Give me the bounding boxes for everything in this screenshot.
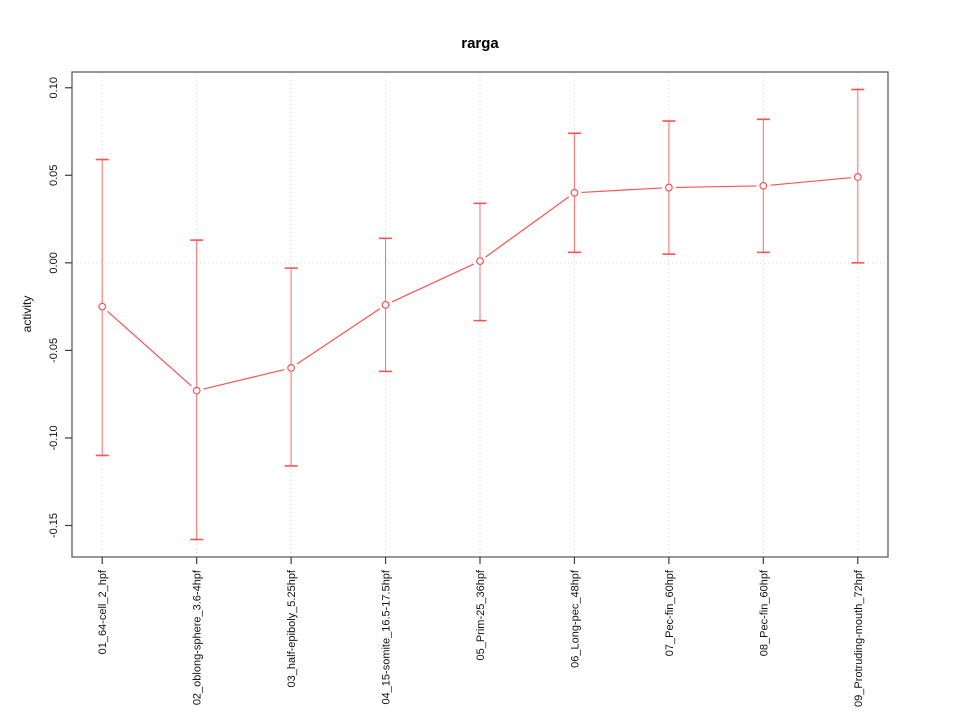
data-point-marker xyxy=(759,181,768,190)
data-point-marker xyxy=(192,386,201,395)
series-line-segment xyxy=(581,187,662,194)
series-line-segment xyxy=(107,310,192,387)
x-tick-label: 07_Pec-fin_60hpf xyxy=(664,569,676,656)
x-tick-label: 01_64-cell_2_hpf xyxy=(97,569,109,654)
y-tick-label: -0.15 xyxy=(48,513,60,538)
y-tick-label: 0.00 xyxy=(48,252,60,273)
data-point-marker xyxy=(476,257,484,265)
chart-title: rarga xyxy=(461,35,499,52)
data-point-marker xyxy=(381,300,390,309)
series-line-segment xyxy=(203,368,285,390)
x-tick-label: 08_Pec-fin_60hpf xyxy=(758,569,770,656)
series-line-segment xyxy=(485,196,570,258)
y-tick-label: 0.05 xyxy=(48,165,60,186)
y-tick-label: -0.10 xyxy=(48,425,60,450)
x-tick-label: 09_Protruding-mouth_72hpf xyxy=(853,569,865,707)
y-tick-label: -0.05 xyxy=(48,338,60,363)
series-line-segment xyxy=(675,185,757,189)
x-tick-label: 02_oblong-sphere_3.6-4hpf xyxy=(192,569,204,705)
series-line-segment xyxy=(770,177,851,186)
data-point-marker xyxy=(570,188,579,197)
data-point-marker xyxy=(287,364,296,372)
series-line-segment xyxy=(391,263,474,303)
x-tick-label: 03_half-epiboly_5.25hpf xyxy=(286,569,298,687)
y-tick-label: 0.10 xyxy=(48,77,60,98)
data-point-marker xyxy=(98,302,107,311)
data-point-marker xyxy=(853,173,862,181)
x-tick-label: 05_Prim-25_36hpf xyxy=(475,569,487,660)
data-point-marker xyxy=(664,183,673,192)
x-tick-label: 06_Long-pec_48hpf xyxy=(569,569,581,668)
x-tick-label: 04_15-somite_16.5-17.5hpf xyxy=(381,569,393,704)
series-line-segment xyxy=(296,308,381,365)
